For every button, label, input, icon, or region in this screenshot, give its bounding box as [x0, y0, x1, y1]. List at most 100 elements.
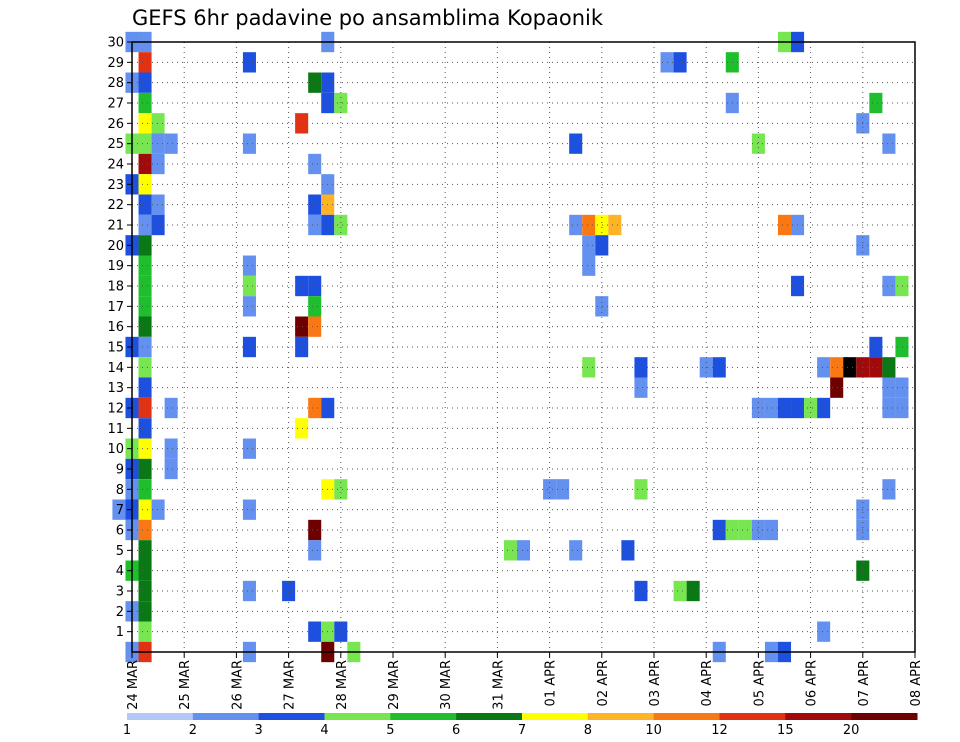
- colorbar: 1 2 3 4 5 6 7 8 10 12 15 20: [123, 713, 918, 738]
- heatmap-cell: [869, 92, 883, 114]
- x-tick-label: 03 APR: [648, 660, 663, 706]
- heatmap-cell: [242, 580, 256, 602]
- heatmap-cell: [138, 519, 152, 541]
- y-tick-label: 24: [107, 158, 124, 173]
- y-tick-label: 10: [107, 442, 124, 457]
- colorbar-label: 2: [189, 723, 197, 738]
- heatmap-cell: [138, 418, 152, 439]
- heatmap-cell: [138, 580, 152, 602]
- heatmap-cell: [634, 580, 648, 602]
- y-tick-label: 17: [107, 300, 124, 315]
- heatmap-cell: [608, 214, 622, 236]
- colorbar-swatch: [851, 713, 918, 720]
- heatmap-cell: [334, 479, 348, 500]
- heatmap-cell: [712, 357, 726, 378]
- x-tick-label: 07 APR: [857, 660, 872, 706]
- heatmap-cell: [295, 316, 309, 337]
- heatmap-cell: [843, 357, 857, 378]
- heatmap-cell: [242, 52, 256, 73]
- colorbar-label: 7: [518, 723, 526, 738]
- heatmap-cells: [112, 31, 909, 663]
- y-tick-label: 6: [116, 524, 124, 539]
- heatmap-cell: [673, 52, 687, 73]
- y-tick-label: 23: [107, 178, 124, 193]
- grid-lines: [132, 42, 915, 652]
- heatmap-cell: [138, 52, 152, 73]
- heatmap-cell: [334, 621, 348, 642]
- heatmap-cell: [138, 336, 152, 358]
- heatmap-cell: [242, 499, 256, 520]
- colorbar-label: 3: [255, 723, 263, 738]
- heatmap-cell: [295, 113, 309, 134]
- y-tick-label: 4: [116, 564, 124, 579]
- heatmap-cell: [138, 357, 152, 378]
- y-tick-label: 28: [107, 76, 124, 91]
- heatmap-cell: [164, 458, 178, 480]
- heatmap-cell: [308, 621, 322, 642]
- heatmap-cell: [308, 397, 322, 419]
- chart-title: GEFS 6hr padavine po ansamblima Kopaonik: [132, 6, 604, 30]
- heatmap-cell: [138, 377, 152, 398]
- heatmap-cell: [282, 580, 296, 602]
- heatmap-cell: [151, 153, 165, 175]
- heatmap-cell: [595, 214, 609, 236]
- colorbar-swatch: [587, 713, 655, 720]
- heatmap-cell: [138, 235, 152, 256]
- heatmap-cell: [242, 336, 256, 358]
- heatmap-cell: [138, 194, 152, 215]
- heatmap-cell: [882, 357, 896, 378]
- x-tick-label: 02 APR: [596, 660, 611, 706]
- y-tick-label: 7: [116, 503, 124, 518]
- heatmap-cell: [138, 458, 152, 480]
- heatmap-cell: [164, 397, 178, 419]
- heatmap-cell: [138, 72, 152, 93]
- y-tick-label: 29: [107, 56, 124, 71]
- colorbar-swatch: [127, 713, 194, 720]
- heatmap-cell: [634, 357, 648, 378]
- heatmap-cell: [764, 519, 778, 541]
- heatmap-cell: [673, 580, 687, 602]
- y-tick-label: 13: [107, 381, 124, 396]
- heatmap-cell: [138, 296, 152, 317]
- colorbar-swatch: [785, 713, 852, 720]
- heatmap-cell: [882, 479, 896, 500]
- heatmap-cell: [138, 255, 152, 276]
- heatmap-cell: [164, 133, 178, 154]
- y-tick-label: 11: [107, 422, 124, 437]
- heatmap-cell: [751, 519, 765, 541]
- colorbar-label: 4: [320, 723, 328, 738]
- colorbar-label: 6: [452, 723, 460, 738]
- heatmap-cell: [895, 336, 909, 358]
- x-tick-label: 31 MAR: [491, 660, 506, 710]
- colorbar-swatch: [258, 713, 325, 720]
- heatmap-cell: [295, 418, 309, 439]
- heatmap-cell: [308, 153, 322, 175]
- heatmap-cell: [151, 133, 165, 154]
- heatmap-cell: [582, 357, 596, 378]
- heatmap-cell: [151, 194, 165, 215]
- y-tick-label: 19: [107, 259, 124, 274]
- heatmap-cell: [138, 621, 152, 642]
- heatmap-cell: [242, 438, 256, 459]
- x-tick-label: 06 APR: [805, 660, 820, 706]
- heatmap-cell: [569, 133, 583, 154]
- heatmap-cell: [751, 133, 765, 154]
- heatmap-cell: [869, 357, 883, 378]
- y-tick-label: 8: [116, 483, 124, 498]
- heatmap-cell: [503, 540, 517, 561]
- heatmap-cell: [582, 214, 596, 236]
- heatmap-cell: [138, 397, 152, 419]
- heatmap-cell: [138, 92, 152, 114]
- heatmap-cell: [516, 540, 531, 561]
- heatmap-cell: [295, 336, 309, 358]
- heatmap-cell: [242, 275, 256, 297]
- colorbar-label: 8: [584, 723, 592, 738]
- colorbar-swatch: [390, 713, 457, 720]
- y-tick-label: 25: [107, 137, 124, 152]
- heatmap-cell: [138, 479, 152, 500]
- heatmap-cell: [569, 540, 583, 561]
- heatmap-cell: [308, 540, 322, 561]
- heatmap-cell: [882, 133, 896, 154]
- y-tick-label: 9: [116, 463, 124, 478]
- heatmap-cell: [569, 214, 583, 236]
